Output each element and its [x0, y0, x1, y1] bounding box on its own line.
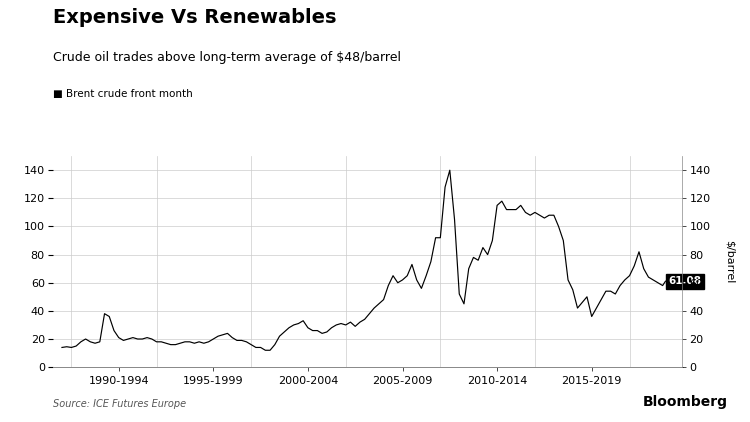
Y-axis label: $/barrel: $/barrel	[724, 240, 734, 283]
Text: ■ Brent crude front month: ■ Brent crude front month	[53, 89, 192, 99]
Text: Bloomberg: Bloomberg	[643, 395, 728, 409]
Text: 61.08: 61.08	[668, 276, 701, 286]
Text: Crude oil trades above long-term average of $48/barrel: Crude oil trades above long-term average…	[53, 51, 400, 64]
Text: Source: ICE Futures Europe: Source: ICE Futures Europe	[53, 399, 186, 409]
Text: Expensive Vs Renewables: Expensive Vs Renewables	[53, 8, 336, 27]
